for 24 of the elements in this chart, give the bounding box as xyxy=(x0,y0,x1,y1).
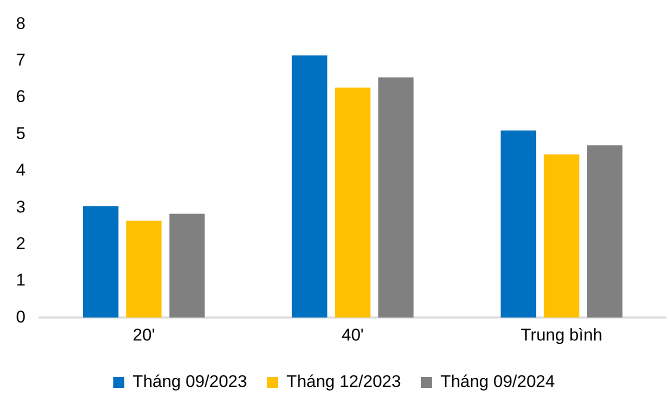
y-tick-label: 4 xyxy=(16,160,26,180)
bar xyxy=(500,130,536,318)
x-tick-label: 40' xyxy=(342,325,364,344)
bar xyxy=(292,55,328,318)
y-tick-label: 1 xyxy=(16,270,26,290)
bar xyxy=(378,77,414,318)
bar xyxy=(126,220,162,318)
x-tick-label: 20' xyxy=(132,325,155,344)
x-tick-label: Trung bình xyxy=(520,325,602,344)
y-tick-label: 3 xyxy=(16,197,26,216)
bar xyxy=(335,88,370,318)
legend-label: Tháng 09/2024 xyxy=(440,372,555,392)
y-tick-label: 2 xyxy=(16,234,26,253)
y-tick-label: 7 xyxy=(16,50,26,70)
legend-label: Tháng 12/2023 xyxy=(286,372,401,392)
y-tick-label: 8 xyxy=(16,14,26,33)
y-tick-label: 6 xyxy=(16,87,26,106)
bar xyxy=(169,214,205,318)
legend-label: Tháng 09/2023 xyxy=(132,372,248,392)
bar xyxy=(587,145,622,318)
bar xyxy=(544,154,580,318)
y-tick-label: 0 xyxy=(16,307,26,326)
y-tick-label: 5 xyxy=(16,124,26,143)
bar xyxy=(83,206,118,318)
